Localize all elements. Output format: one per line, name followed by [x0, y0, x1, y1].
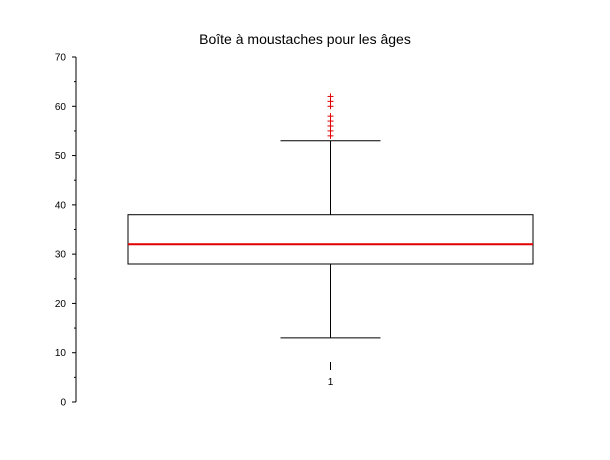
chart-title: Boîte à moustaches pour les âges — [199, 31, 411, 47]
outlier-point — [327, 93, 334, 100]
plot-area — [127, 93, 534, 339]
y-axis: 0 10 20 30 40 50 60 70 — [55, 53, 77, 409]
x-axis: 1 — [328, 362, 334, 388]
y-tick-label: 0 — [60, 398, 66, 409]
y-tick-label: 50 — [55, 151, 67, 162]
y-tick-label: 30 — [55, 250, 67, 261]
y-tick-label: 70 — [55, 53, 67, 64]
y-tick-label: 60 — [55, 102, 67, 113]
x-tick-label: 1 — [328, 377, 334, 388]
y-tick-label: 20 — [55, 299, 67, 310]
y-tick-label: 40 — [55, 200, 67, 211]
y-tick-label: 10 — [55, 348, 67, 359]
iqr-box — [127, 214, 534, 265]
outlier-point — [327, 113, 334, 120]
